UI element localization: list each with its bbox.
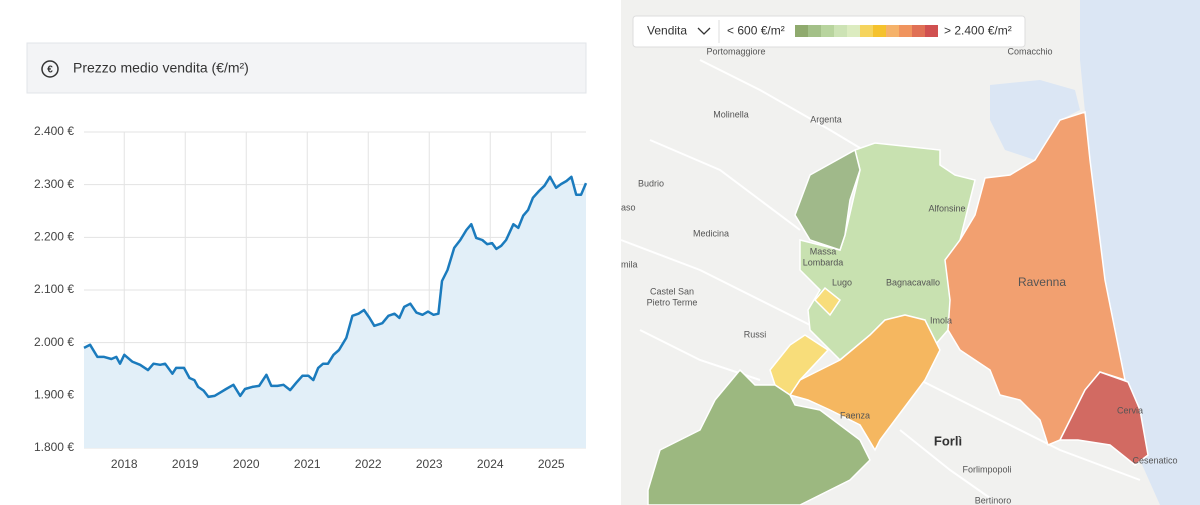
place-label: Forlì (934, 433, 962, 448)
scale-step (873, 25, 886, 37)
place-label: Bertinoro (975, 495, 1012, 505)
legend-max: > 2.400 €/m² (944, 24, 1012, 38)
map: Vendita < 600 €/m² > 2.400 €/m² Portomag… (620, 0, 1200, 505)
scale-step (847, 25, 860, 37)
place-label: Medicina (693, 228, 729, 238)
place-label: Comacchio (1007, 46, 1052, 56)
y-tick-label: 2.200 € (34, 230, 74, 244)
chart-title: Prezzo medio vendita (€/m²) (73, 60, 249, 76)
place-label: Massa (810, 246, 837, 256)
place-label: Argenta (810, 114, 842, 124)
y-tick-label: 2.100 € (34, 282, 74, 296)
euro-icon (41, 60, 59, 78)
x-tick-label: 2020 (233, 457, 260, 471)
y-tick-label: 2.300 € (34, 177, 74, 191)
chart-header (26, 42, 587, 94)
scale-step (925, 25, 938, 37)
legend-min: < 600 €/m² (727, 24, 785, 38)
place-label: Molinella (713, 109, 749, 119)
map-labels: Portomaggiore Comacchio Molinella Argenta Bu… (621, 46, 1178, 505)
place-label: Portomaggiore (706, 46, 765, 56)
place-label: Castel San (650, 286, 694, 296)
y-tick-label: 1.800 € (34, 440, 74, 454)
color-scale (795, 25, 938, 37)
x-tick-label: 2021 (294, 457, 321, 471)
place-label: Pietro Terme (647, 297, 698, 307)
scale-step (886, 25, 899, 37)
place-label: Budrio (638, 178, 664, 188)
zone-yellow (813, 286, 842, 317)
line (83, 175, 588, 399)
mode-dropdown[interactable]: Vendita (647, 24, 687, 38)
road (649, 139, 801, 231)
scale-step (808, 25, 821, 37)
place-label: Imola (930, 315, 952, 325)
road (899, 429, 1001, 505)
zone-ravenna (944, 111, 1126, 447)
euro-symbol: € (47, 65, 53, 76)
scale-step (912, 25, 925, 37)
place-label: Ravenna (1018, 275, 1066, 289)
dropdown-chevron (697, 27, 711, 35)
zone-massa (794, 148, 861, 251)
lagoon (990, 80, 1080, 160)
x-tick-label: 2022 (355, 457, 382, 471)
place-label: Lombarda (803, 257, 844, 267)
scale-step (821, 25, 834, 37)
sea (1080, 0, 1200, 505)
area (84, 176, 586, 449)
zones (647, 111, 1149, 505)
zone-hills (647, 368, 871, 505)
line-chart: 1.800 € 1.900 € 2.000 € 2.100 € 2.200 € 2.300… (34, 124, 588, 471)
scale-step (860, 25, 873, 37)
place-label: Faenza (840, 410, 870, 420)
road (699, 59, 881, 161)
zone-cervia (1058, 371, 1149, 466)
x-tick-label: 2019 (172, 457, 199, 471)
y-tick-label: 1.900 € (34, 388, 74, 402)
x-tick-label: 2025 (538, 457, 565, 471)
place-label: Alfonsine (928, 203, 965, 213)
x-tick-label: 2018 (111, 457, 138, 471)
scale-step (795, 25, 808, 37)
scale-step (834, 25, 847, 37)
scale-step (899, 25, 912, 37)
y-tick-label: 2.000 € (34, 335, 74, 349)
y-tick-label: 2.400 € (34, 124, 74, 138)
place-label: mila (621, 259, 638, 269)
place-label: aso (621, 202, 636, 212)
x-tick-label: 2023 (416, 457, 443, 471)
place-label: Bagnacavallo (886, 277, 940, 287)
x-tick-label: 2024 (477, 457, 504, 471)
place-label: Forlimpopoli (962, 464, 1011, 474)
place-label: Cervia (1117, 405, 1143, 415)
place-label: Cesenatico (1132, 455, 1177, 465)
place-label: Russi (744, 329, 767, 339)
place-label: Lugo (832, 277, 852, 287)
